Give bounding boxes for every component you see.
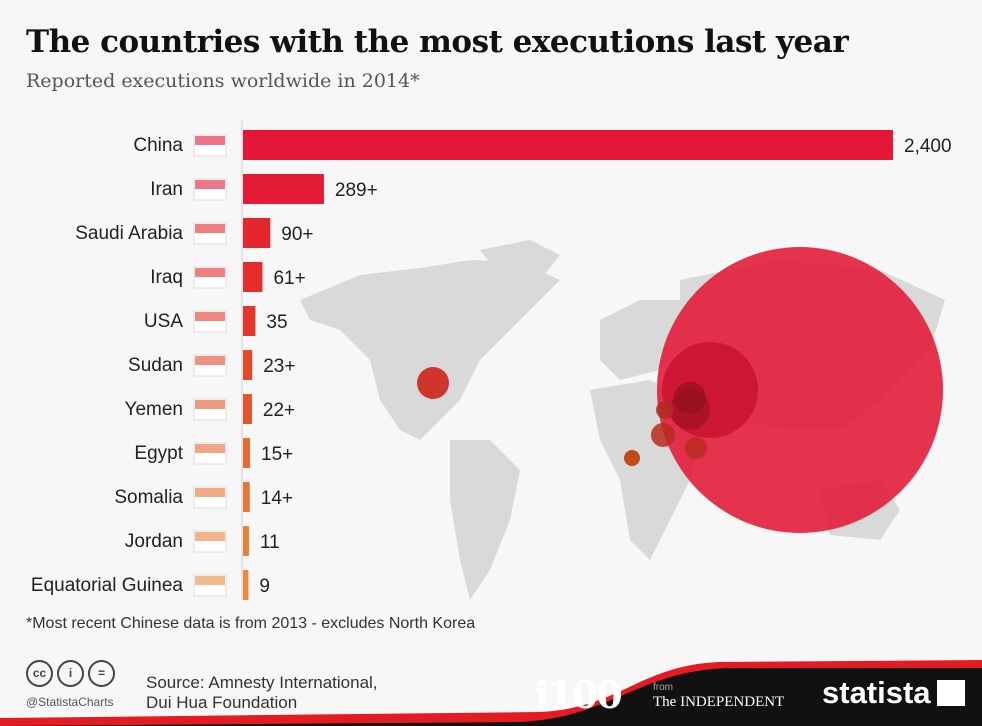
footnote: *Most recent Chinese data is from 2013 -… bbox=[26, 615, 476, 632]
statista-handle: @StatistaCharts bbox=[26, 695, 114, 709]
i100-logo: i100 bbox=[535, 672, 623, 717]
value-label: 22+ bbox=[263, 400, 295, 421]
category-label: Iran bbox=[150, 179, 183, 200]
category-label: Jordan bbox=[125, 531, 183, 552]
flag-stripe bbox=[195, 356, 225, 365]
map-north-america bbox=[300, 260, 560, 440]
value-label: 90+ bbox=[281, 224, 313, 245]
flag-stripe bbox=[195, 224, 225, 233]
category-label: Iraq bbox=[150, 267, 183, 288]
bar bbox=[243, 570, 249, 600]
flag-stripe bbox=[195, 136, 225, 145]
category-label: Sudan bbox=[128, 355, 183, 376]
value-label: 289+ bbox=[335, 180, 378, 201]
circle-china bbox=[657, 247, 943, 533]
circle-iraq bbox=[674, 382, 706, 414]
flag-stripe bbox=[195, 576, 225, 585]
chart-title: The countries with the most executions l… bbox=[26, 24, 849, 60]
attribution-icon: i bbox=[57, 660, 84, 687]
bar bbox=[243, 174, 324, 204]
from-label: from bbox=[653, 682, 673, 693]
category-label: Saudi Arabia bbox=[75, 223, 183, 244]
category-label: China bbox=[133, 135, 183, 156]
circle-usa bbox=[417, 367, 449, 399]
value-label: 35 bbox=[266, 312, 287, 333]
value-label: 61+ bbox=[273, 268, 305, 289]
value-label: 11 bbox=[260, 532, 280, 553]
source: Source: Amnesty International, Dui Hua F… bbox=[146, 673, 378, 713]
cc-license-icons: cc i = bbox=[26, 660, 119, 687]
bar bbox=[243, 130, 893, 160]
flag-stripe bbox=[195, 268, 225, 277]
circle-sudan bbox=[651, 423, 675, 447]
circle-egypt bbox=[656, 401, 674, 419]
bar bbox=[243, 350, 253, 380]
flag-stripe bbox=[195, 312, 225, 321]
map-south-america bbox=[450, 440, 520, 600]
category-label: Equatorial Guinea bbox=[31, 575, 184, 596]
value-label: 15+ bbox=[261, 444, 293, 465]
bar bbox=[243, 262, 263, 292]
flag-stripe bbox=[195, 488, 225, 497]
bar bbox=[243, 482, 250, 512]
category-label: Yemen bbox=[125, 399, 183, 420]
statista-logo: statista bbox=[822, 675, 965, 711]
flag-stripe bbox=[195, 400, 225, 409]
value-label: 23+ bbox=[263, 356, 295, 377]
flag-stripe bbox=[195, 444, 225, 453]
bar bbox=[243, 438, 251, 468]
cc-icon: cc bbox=[26, 660, 53, 687]
statista-wordmark: statista bbox=[822, 675, 931, 710]
category-label: USA bbox=[144, 311, 183, 332]
bar bbox=[243, 218, 271, 248]
independent-logo: The INDEPENDENT bbox=[653, 694, 785, 710]
value-label: 2,400 bbox=[904, 136, 952, 157]
bar bbox=[243, 394, 252, 424]
category-label: Egypt bbox=[134, 443, 183, 464]
bar bbox=[243, 526, 249, 556]
circle-yemen bbox=[685, 437, 707, 459]
map-greenland bbox=[480, 240, 560, 280]
category-label: Somalia bbox=[114, 487, 183, 508]
value-label: 14+ bbox=[261, 488, 293, 509]
chart-subtitle: Reported executions worldwide in 2014* bbox=[26, 70, 420, 92]
value-label: 9 bbox=[259, 576, 270, 597]
bar bbox=[243, 306, 256, 336]
source-line-1: Source: Amnesty International, bbox=[146, 673, 378, 692]
circle-eq-guinea bbox=[624, 450, 640, 466]
flag-stripe bbox=[195, 532, 225, 541]
statista-icon bbox=[936, 680, 965, 706]
footer-black-band bbox=[0, 668, 982, 726]
source-line-2: Dui Hua Foundation bbox=[146, 693, 298, 712]
flag-stripe bbox=[195, 180, 225, 189]
no-derivatives-icon: = bbox=[88, 660, 115, 687]
